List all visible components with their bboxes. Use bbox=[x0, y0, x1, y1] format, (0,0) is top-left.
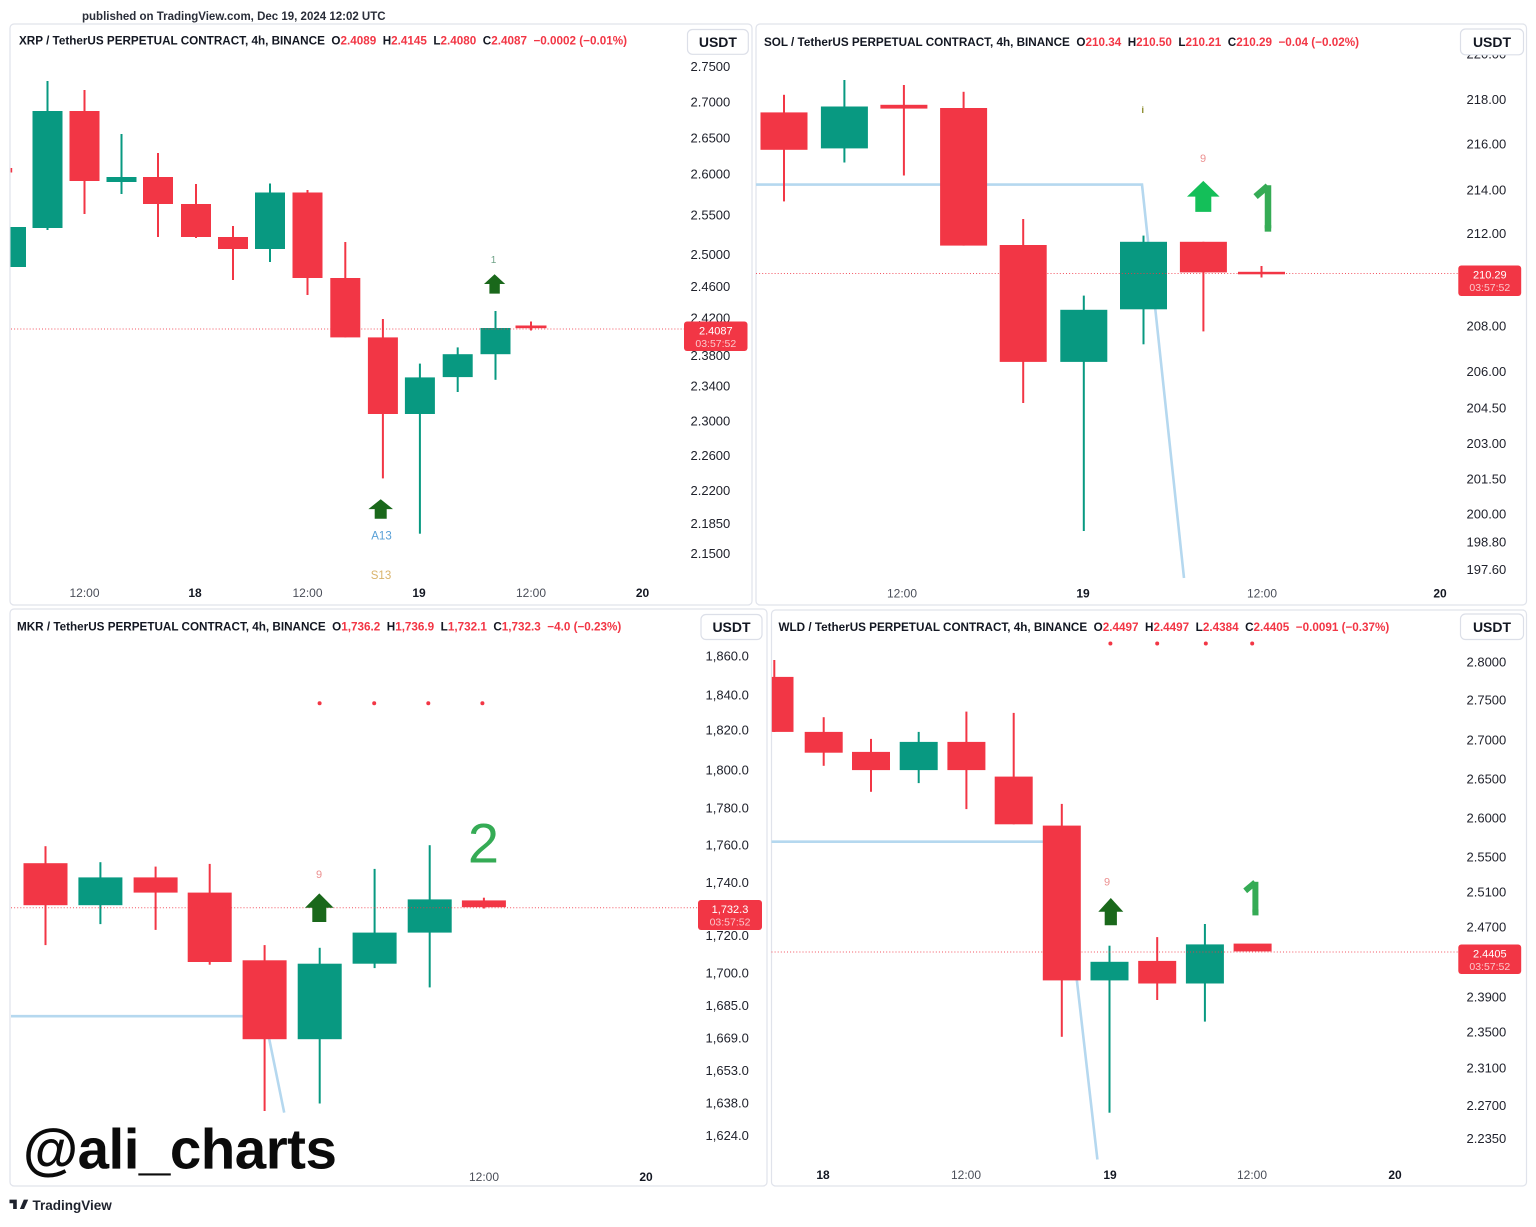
svg-text:TradingView: TradingView bbox=[33, 1198, 113, 1213]
svg-text:A13: A13 bbox=[371, 531, 391, 543]
svg-text:9: 9 bbox=[316, 869, 322, 881]
svg-text:1,800.0: 1,800.0 bbox=[706, 763, 749, 778]
svg-text:2.4600: 2.4600 bbox=[691, 279, 731, 294]
svg-text:212.00: 212.00 bbox=[1467, 226, 1507, 241]
svg-text:2.7000: 2.7000 bbox=[691, 94, 731, 109]
svg-text:published on TradingView.com,: published on TradingView.com, Dec 19, 20… bbox=[82, 11, 386, 23]
svg-text:12:00: 12:00 bbox=[69, 586, 99, 600]
svg-text:2.3400: 2.3400 bbox=[691, 379, 731, 394]
svg-text:USDT: USDT bbox=[1473, 34, 1512, 50]
svg-text:208.00: 208.00 bbox=[1467, 319, 1507, 334]
svg-text:19: 19 bbox=[412, 586, 426, 600]
svg-text:USDT: USDT bbox=[699, 34, 738, 50]
svg-text:18: 18 bbox=[188, 586, 202, 600]
svg-text:MKR / TetherUS PERPETUAL CONTR: MKR / TetherUS PERPETUAL CONTRACT, 4h, B… bbox=[17, 621, 621, 634]
svg-text:2.4087: 2.4087 bbox=[699, 326, 733, 338]
svg-text:2.1500: 2.1500 bbox=[691, 546, 731, 561]
svg-text:218.00: 218.00 bbox=[1467, 92, 1507, 107]
svg-text:19: 19 bbox=[1076, 587, 1090, 601]
svg-text:12:00: 12:00 bbox=[1237, 1168, 1267, 1182]
svg-text:2.4700: 2.4700 bbox=[1467, 920, 1507, 935]
svg-text:1: 1 bbox=[491, 255, 497, 266]
svg-text:@ali_charts: @ali_charts bbox=[23, 1118, 336, 1181]
svg-text:2.3900: 2.3900 bbox=[1467, 990, 1507, 1005]
svg-text:S13: S13 bbox=[371, 570, 391, 582]
svg-text:USDT: USDT bbox=[712, 619, 751, 635]
svg-text:1,780.0: 1,780.0 bbox=[706, 801, 749, 816]
svg-text:9: 9 bbox=[1104, 877, 1110, 889]
svg-text:2.5000: 2.5000 bbox=[691, 247, 731, 262]
svg-text:03:57:52: 03:57:52 bbox=[1469, 961, 1510, 973]
svg-text:2.3800: 2.3800 bbox=[691, 348, 731, 363]
svg-text:2.6000: 2.6000 bbox=[1467, 811, 1507, 826]
svg-text:12:00: 12:00 bbox=[469, 1170, 499, 1184]
svg-text:9: 9 bbox=[1200, 153, 1206, 165]
svg-text:03:57:52: 03:57:52 bbox=[695, 338, 736, 350]
svg-text:1,740.0: 1,740.0 bbox=[706, 875, 749, 890]
svg-text:20: 20 bbox=[636, 586, 650, 600]
svg-text:2.5100: 2.5100 bbox=[1467, 885, 1507, 900]
svg-text:2.2600: 2.2600 bbox=[691, 448, 731, 463]
svg-text:2.6500: 2.6500 bbox=[1467, 772, 1507, 787]
svg-text:03:57:52: 03:57:52 bbox=[1469, 282, 1510, 294]
svg-text:12:00: 12:00 bbox=[887, 587, 917, 601]
svg-text:214.00: 214.00 bbox=[1467, 182, 1507, 197]
svg-text:2.3500: 2.3500 bbox=[1467, 1025, 1507, 1040]
svg-text:197.60: 197.60 bbox=[1467, 562, 1507, 577]
svg-text:2.4405: 2.4405 bbox=[1473, 949, 1507, 961]
svg-text:1,732.3: 1,732.3 bbox=[712, 904, 749, 916]
svg-text:20: 20 bbox=[639, 1170, 653, 1184]
svg-text:2.2200: 2.2200 bbox=[691, 483, 731, 498]
svg-text:19: 19 bbox=[1103, 1168, 1117, 1182]
svg-text:1,638.0: 1,638.0 bbox=[706, 1096, 749, 1111]
svg-text:2.2700: 2.2700 bbox=[1467, 1098, 1507, 1113]
svg-text:1,685.0: 1,685.0 bbox=[706, 998, 749, 1013]
svg-text:18: 18 bbox=[816, 1168, 830, 1182]
svg-text:USDT: USDT bbox=[1473, 619, 1512, 635]
svg-text:1,720.0: 1,720.0 bbox=[706, 928, 749, 943]
svg-text:2.5500: 2.5500 bbox=[691, 208, 731, 223]
svg-text:WLD / TetherUS PERPETUAL CONTR: WLD / TetherUS PERPETUAL CONTRACT, 4h, B… bbox=[779, 621, 1390, 634]
svg-text:12:00: 12:00 bbox=[292, 586, 322, 600]
svg-text:200.00: 200.00 bbox=[1467, 507, 1507, 522]
svg-text:198.80: 198.80 bbox=[1467, 535, 1507, 550]
svg-text:03:57:52: 03:57:52 bbox=[710, 917, 751, 929]
svg-text:2.6500: 2.6500 bbox=[691, 131, 731, 146]
svg-text:201.50: 201.50 bbox=[1467, 471, 1507, 486]
svg-text:2.7000: 2.7000 bbox=[1467, 733, 1507, 748]
svg-text:2.6000: 2.6000 bbox=[691, 167, 731, 182]
svg-text:20: 20 bbox=[1388, 1168, 1402, 1182]
svg-text:2.1850: 2.1850 bbox=[691, 516, 731, 531]
svg-text:1,840.0: 1,840.0 bbox=[706, 688, 749, 703]
svg-text:2.2350: 2.2350 bbox=[1467, 1131, 1507, 1146]
svg-text:1,624.0: 1,624.0 bbox=[706, 1128, 749, 1143]
svg-text:1,669.0: 1,669.0 bbox=[706, 1031, 749, 1046]
svg-text:210.29: 210.29 bbox=[1473, 270, 1507, 282]
svg-text:2: 2 bbox=[468, 811, 499, 874]
svg-text:2.3100: 2.3100 bbox=[1467, 1061, 1507, 1076]
svg-text:2.7500: 2.7500 bbox=[691, 59, 731, 74]
svg-text:1,700.0: 1,700.0 bbox=[706, 966, 749, 981]
svg-text:XRP / TetherUS PERPETUAL CONTR: XRP / TetherUS PERPETUAL CONTRACT, 4h, B… bbox=[19, 35, 627, 48]
svg-text:2.3000: 2.3000 bbox=[691, 414, 731, 429]
svg-text:204.50: 204.50 bbox=[1467, 400, 1507, 415]
svg-text:2.8000: 2.8000 bbox=[1467, 655, 1507, 670]
svg-text:206.00: 206.00 bbox=[1467, 364, 1507, 379]
svg-text:12:00: 12:00 bbox=[951, 1168, 981, 1182]
svg-text:12:00: 12:00 bbox=[1247, 587, 1277, 601]
svg-text:1,860.0: 1,860.0 bbox=[706, 649, 749, 664]
svg-text:1,653.0: 1,653.0 bbox=[706, 1063, 749, 1078]
svg-text:1,820.0: 1,820.0 bbox=[706, 723, 749, 738]
svg-text:2.7500: 2.7500 bbox=[1467, 693, 1507, 708]
svg-text:1,760.0: 1,760.0 bbox=[706, 838, 749, 853]
svg-text:2.5500: 2.5500 bbox=[1467, 850, 1507, 865]
svg-text:216.00: 216.00 bbox=[1467, 136, 1507, 151]
svg-text:SOL / TetherUS PERPETUAL CONTR: SOL / TetherUS PERPETUAL CONTRACT, 4h, B… bbox=[764, 36, 1359, 49]
svg-text:203.00: 203.00 bbox=[1467, 436, 1507, 451]
svg-text:20: 20 bbox=[1433, 587, 1447, 601]
svg-text:12:00: 12:00 bbox=[516, 586, 546, 600]
svg-text:i: i bbox=[1141, 105, 1144, 115]
